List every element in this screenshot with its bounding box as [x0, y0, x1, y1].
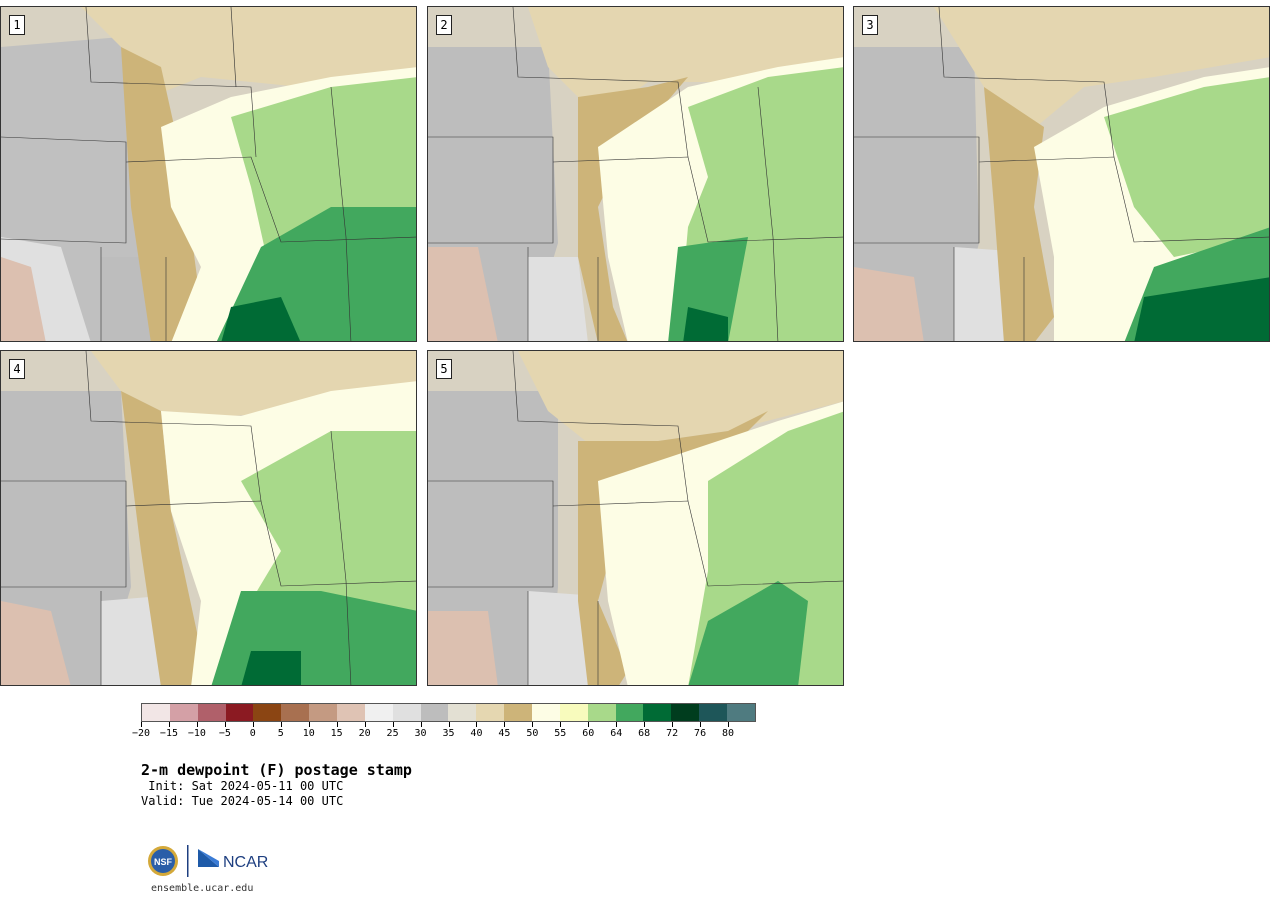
colorbar-tick-label: 15	[330, 728, 343, 739]
colorbar-swatch	[281, 704, 310, 721]
colorbar-tick-label: 72	[666, 728, 679, 739]
colorbar-swatch	[587, 704, 616, 721]
colorbar-tick-label: −15	[159, 728, 178, 739]
colorbar-swatch	[225, 704, 254, 721]
colorbar-tick-mark	[448, 722, 450, 727]
colorbar-tick-label: 64	[610, 728, 623, 739]
colorbar-swatch	[197, 704, 226, 721]
colorbar-tick-labels: −20 −15 −10 −5 0 5 10 15 20 25 30 35 40 45 50 55 60 64 68 7…	[132, 722, 756, 742]
colorbar-swatch	[337, 704, 365, 721]
colorbar-swatch	[448, 704, 477, 721]
panel-number-label: 1	[9, 15, 25, 35]
colorbar-tick-label: 50	[526, 728, 539, 739]
nsf-logo-text: NSF	[154, 857, 173, 867]
colorbar-tick-mark	[141, 722, 142, 727]
colorbar-tick-mark	[616, 722, 618, 727]
colorbar-swatch	[699, 704, 728, 721]
colorbar-tick-mark	[728, 722, 730, 727]
colorbar-tick-label: −20	[131, 728, 151, 739]
colorbar-tick-mark	[308, 722, 310, 727]
panel-number-label: 4	[9, 359, 25, 379]
colorbar-tick-mark	[224, 722, 226, 727]
colorbar-tick-mark	[700, 722, 702, 727]
colorbar-swatch	[504, 704, 533, 721]
colorbar-swatch	[671, 704, 700, 721]
panel-number-label: 2	[436, 15, 452, 35]
map-panel-2: 2	[427, 6, 844, 342]
colorbar-tick-mark	[364, 722, 366, 727]
colorbar-tick-label: 80	[722, 728, 735, 739]
init-time: Init: Sat 2024-05-11 00 UTC	[141, 779, 344, 793]
dewpoint-map-1	[1, 7, 416, 341]
colorbar-tick-mark	[644, 722, 646, 727]
colorbar-tick-label: 30	[414, 728, 427, 739]
logo-graphic: NSF NCAR	[148, 845, 268, 877]
colorbar-tick-mark	[252, 722, 254, 727]
colorbar-tick-label: 0	[249, 728, 256, 739]
colorbar-swatch	[169, 704, 198, 721]
colorbar-tick-mark	[476, 722, 478, 727]
map-panel-4: 4	[0, 350, 417, 686]
colorbar-tick-mark	[560, 722, 562, 727]
colorbar-tick-mark	[392, 722, 394, 727]
dewpoint-colorbar	[141, 703, 756, 722]
valid-time: Valid: Tue 2024-05-14 00 UTC	[141, 794, 344, 808]
colorbar-swatch	[615, 704, 644, 721]
source-url: ensemble.ucar.edu	[151, 883, 254, 894]
colorbar-tick-mark	[420, 722, 422, 727]
colorbar-tick-label: 25	[386, 728, 399, 739]
colorbar-tick-label: 60	[582, 728, 595, 739]
nsf-ncar-logo: NSF NCAR	[145, 843, 275, 883]
colorbar-swatch	[364, 704, 393, 721]
colorbar-swatch	[142, 704, 170, 721]
colorbar-swatch	[559, 704, 588, 721]
colorbar-tick-label: 5	[277, 728, 284, 739]
colorbar-swatch	[727, 704, 755, 721]
ncar-logo-text: NCAR	[223, 854, 268, 871]
colorbar-tick-mark	[280, 722, 282, 727]
colorbar-swatch	[309, 704, 338, 721]
panel-number-label: 3	[862, 15, 878, 35]
colorbar-tick-label: 68	[638, 728, 651, 739]
colorbar-tick-label: 45	[498, 728, 511, 739]
colorbar-swatch	[420, 704, 449, 721]
colorbar-swatch	[253, 704, 282, 721]
colorbar-tick-label: 76	[694, 728, 707, 739]
colorbar-tick-mark	[672, 722, 674, 727]
dewpoint-map-3	[854, 7, 1269, 341]
map-panel-3: 3	[853, 6, 1270, 342]
colorbar-tick-label: −10	[187, 728, 206, 739]
colorbar-tick-mark	[168, 722, 170, 727]
colorbar-tick-label: 55	[554, 728, 567, 739]
dewpoint-map-4	[1, 351, 416, 685]
colorbar-tick-mark	[532, 722, 534, 727]
colorbar-tick-mark	[336, 722, 338, 727]
dewpoint-map-5	[428, 351, 843, 685]
map-panel-1: 1	[0, 6, 417, 342]
colorbar-swatch	[532, 704, 560, 721]
colorbar-swatch	[476, 704, 505, 721]
colorbar-tick-label: 35	[442, 728, 455, 739]
colorbar-tick-label: 20	[358, 728, 371, 739]
panel-number-label: 5	[436, 359, 452, 379]
map-panel-5: 5	[427, 350, 844, 686]
figure-title: 2-m dewpoint (F) postage stamp	[141, 761, 412, 779]
colorbar-tick-label: −5	[218, 728, 231, 739]
colorbar-swatch	[392, 704, 421, 721]
colorbar-tick-mark	[588, 722, 590, 727]
colorbar-tick-label: 40	[470, 728, 483, 739]
dewpoint-map-2	[428, 7, 843, 341]
colorbar-tick-mark	[504, 722, 506, 727]
colorbar-tick-label: 10	[302, 728, 315, 739]
colorbar-tick-mark	[196, 722, 198, 727]
colorbar-swatch	[643, 704, 672, 721]
